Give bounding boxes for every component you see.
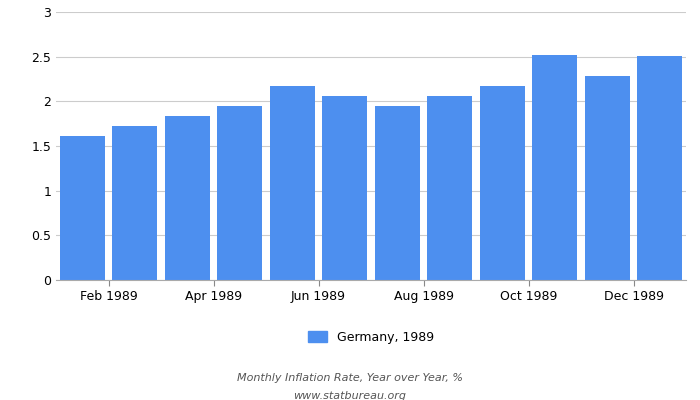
Bar bbox=[638, 56, 682, 280]
Bar bbox=[165, 116, 209, 280]
Bar bbox=[60, 136, 104, 280]
Text: Monthly Inflation Rate, Year over Year, %: Monthly Inflation Rate, Year over Year, … bbox=[237, 373, 463, 383]
Text: www.statbureau.org: www.statbureau.org bbox=[293, 391, 407, 400]
Bar bbox=[270, 86, 314, 280]
Bar bbox=[585, 76, 629, 280]
Bar bbox=[480, 86, 524, 280]
Bar bbox=[375, 106, 419, 280]
Bar bbox=[218, 106, 262, 280]
Bar bbox=[533, 55, 577, 280]
Bar bbox=[428, 96, 472, 280]
Bar bbox=[323, 96, 367, 280]
Bar bbox=[113, 126, 157, 280]
Legend: Germany, 1989: Germany, 1989 bbox=[303, 326, 439, 349]
